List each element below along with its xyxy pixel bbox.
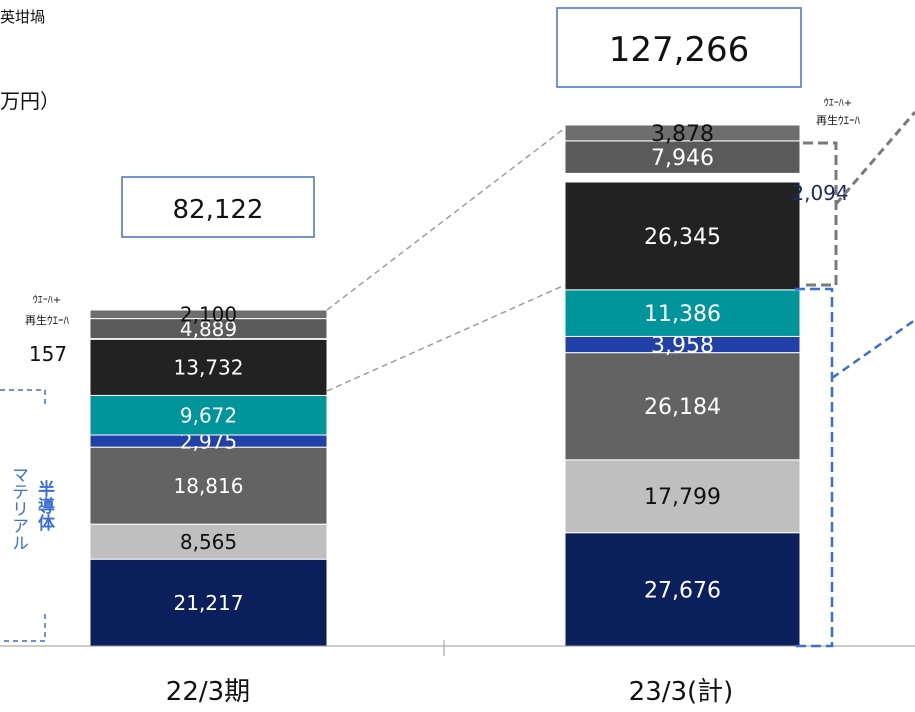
bar-value-label-0-0: 21,217	[174, 591, 244, 615]
connector-line-bottom	[326, 284, 566, 392]
vertical-label-semiconductor: 半導体	[34, 479, 55, 532]
connector-line-top	[326, 127, 566, 311]
bar-segment-0-2	[89, 446, 328, 525]
bar-value-label-1-5: 26,345	[644, 225, 721, 250]
bar-value-label-1-2: 26,184	[644, 395, 721, 420]
vertical-label-material: マテリアル	[8, 466, 28, 551]
bar-value-label-1-8: 3,878	[651, 122, 714, 147]
header-top-text: 英坩堝	[0, 8, 45, 26]
bar-segment-1-0	[564, 532, 801, 647]
category-label-22-3: 22/3期	[166, 677, 250, 707]
bar-segment-1-4	[564, 289, 801, 337]
bar-value-label-1-3: 3,958	[651, 333, 714, 358]
wafer-label-bar1-line2: 再生ｳｴｰﾊ	[25, 313, 69, 327]
bar-value-label-0-1: 8,565	[180, 530, 237, 554]
bar-segment-0-0	[89, 558, 328, 647]
bracket-top-bar1	[0, 389, 46, 408]
bracket-wafer-bar2	[803, 141, 838, 287]
bar-value-label-0-4: 9,672	[180, 403, 237, 427]
unit-label: 万円）	[0, 89, 60, 113]
bar-segment-1-1	[564, 459, 801, 534]
category-label-23-3: 23/3(計)	[629, 677, 734, 707]
bar-value-label-1-7: 7,946	[651, 146, 714, 171]
bar-value-label-0-8: 2,100	[180, 302, 237, 326]
bar-value-label-1-4: 11,386	[644, 302, 721, 327]
bracket-bottom-bar1	[0, 614, 46, 642]
bars-layer: 21,2178,56518,8162,9759,67213,7324,8892,…	[89, 122, 801, 647]
total-box-bar2	[556, 7, 802, 88]
bar-segment-0-4	[89, 394, 328, 436]
total-value-bar2: 127,266	[609, 30, 750, 70]
bar-value-label-0-5: 13,732	[174, 356, 244, 380]
total-value-bar1: 82,122	[173, 195, 264, 225]
bracket-leader-gray	[834, 111, 915, 205]
wafer-label-bar2-line1: ｳｴｰﾊ+	[824, 97, 852, 109]
side-value-bar1: 157	[29, 342, 67, 366]
bar-segment-1-6	[564, 172, 801, 183]
bar-value-label-1-1: 17,799	[644, 485, 721, 510]
bar-segment-1-8	[564, 124, 801, 142]
total-box-bar1	[121, 176, 315, 238]
bar-segment-0-8	[89, 309, 328, 320]
bar-segment-1-2	[564, 352, 801, 461]
bar-value-label-1-0: 27,676	[644, 578, 721, 603]
bar-value-label-0-7: 4,889	[180, 317, 237, 341]
wafer-label-bar2-line2: 再生ｳｴｰﾊ	[816, 113, 860, 127]
wafer-label-bar1-line1: ｳｴｰﾊ+	[33, 294, 61, 306]
bar-value-label-0-2: 18,816	[174, 474, 244, 498]
bracket-semiconductor-bar2	[795, 287, 834, 648]
bracket-leader-blue	[831, 318, 915, 380]
bar-segment-1-5	[564, 181, 801, 291]
bar-segment-0-5	[89, 338, 328, 396]
